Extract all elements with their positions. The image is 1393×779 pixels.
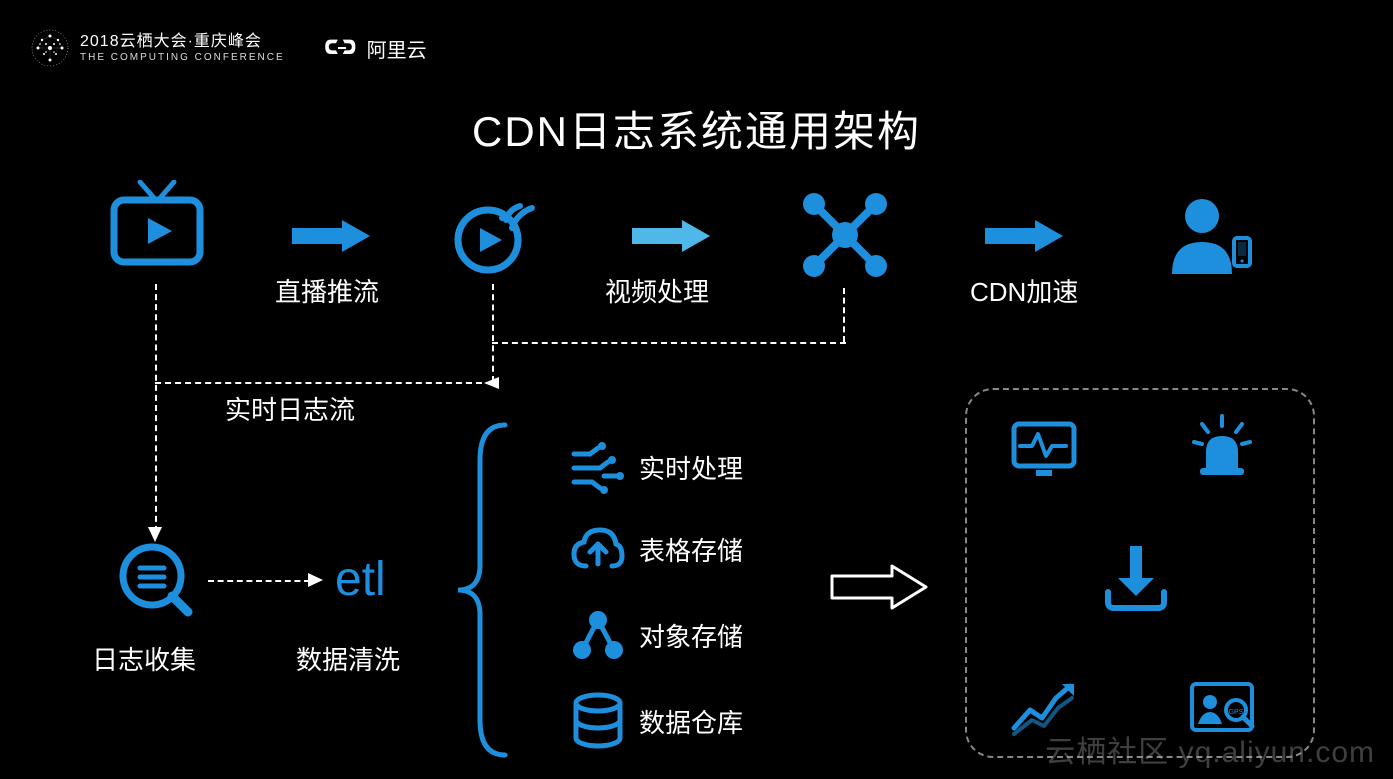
storage-table: 表格存储	[570, 524, 743, 574]
conference-badge: 2018云栖大会·重庆峰会 THE COMPUTING CONFERENCE	[30, 28, 285, 68]
alarm-light-icon	[1188, 412, 1256, 480]
node-cdn	[800, 190, 890, 280]
arrow-2	[632, 218, 710, 254]
conference-globe-icon	[30, 28, 70, 68]
node-log-collect	[118, 542, 193, 617]
arrow-1	[292, 218, 370, 254]
storage-realtime: 实时处理	[570, 440, 743, 495]
output-monitor	[1010, 420, 1078, 485]
dashed-arrow-head-1	[484, 376, 500, 394]
dashed-log-to-etl	[208, 580, 310, 582]
aliyun-logo-icon	[325, 36, 359, 60]
user-device-icon	[1160, 192, 1255, 277]
dashed-down-cdn	[843, 288, 845, 342]
storage-object: 对象存储	[570, 608, 743, 663]
dashed-down-to-log	[155, 284, 157, 532]
cloud-upload-icon	[570, 524, 625, 574]
arrow-2-label: 视频处理	[605, 272, 709, 309]
dashed-arrow-head-etl	[308, 573, 323, 592]
output-download	[1100, 540, 1172, 617]
stream-circle-icon	[450, 192, 540, 277]
storage-object-label: 对象存储	[639, 617, 743, 654]
aliyun-brand: 阿里云	[325, 34, 427, 63]
output-alarm	[1188, 412, 1256, 485]
object-store-icon	[570, 608, 625, 663]
arrow-3-label: CDN加速	[970, 272, 1078, 309]
database-icon	[570, 692, 625, 750]
watermark-prefix: 云栖社区	[1045, 736, 1169, 769]
log-search-icon	[118, 542, 193, 617]
storage-db: 数据仓库	[570, 692, 743, 750]
dashed-down-processor	[492, 284, 494, 382]
dashed-horizontal-to-log	[155, 382, 492, 384]
tv-play-icon	[110, 180, 205, 270]
network-cross-icon	[800, 190, 890, 280]
log-collect-label: 日志收集	[92, 640, 196, 677]
arrow-3	[985, 218, 1063, 254]
watermark-url: yq.aliyun.com	[1179, 736, 1375, 769]
etl-label: 数据清洗	[296, 640, 400, 677]
watermark: 云栖社区 yq.aliyun.com	[1045, 727, 1375, 771]
arrow-to-output	[830, 562, 930, 617]
realtime-log-label: 实时日志流	[225, 390, 355, 427]
etl-text: etl	[335, 552, 386, 607]
arrow-1-label: 直播推流	[275, 272, 379, 309]
storage-db-label: 数据仓库	[639, 703, 743, 740]
dashed-horizontal-merge	[492, 342, 846, 344]
conference-subtitle: THE COMPUTING CONFERENCE	[80, 52, 285, 64]
node-source	[110, 180, 205, 270]
download-arrow-icon	[1100, 540, 1172, 612]
node-processor	[450, 192, 540, 277]
aliyun-label: 阿里云	[367, 34, 427, 63]
svg-text:GPS: GPS	[1229, 709, 1244, 716]
conference-title: 2018云栖大会·重庆峰会	[80, 32, 285, 51]
monitor-pulse-icon	[1010, 420, 1078, 480]
node-user	[1160, 192, 1255, 277]
page-title: CDN日志系统通用架构	[472, 98, 921, 159]
realtime-proc-icon	[570, 440, 625, 495]
header: 2018云栖大会·重庆峰会 THE COMPUTING CONFERENCE 阿…	[30, 28, 427, 68]
storage-table-label: 表格存储	[639, 531, 743, 568]
brace-icon	[450, 420, 510, 765]
storage-realtime-label: 实时处理	[639, 449, 743, 486]
